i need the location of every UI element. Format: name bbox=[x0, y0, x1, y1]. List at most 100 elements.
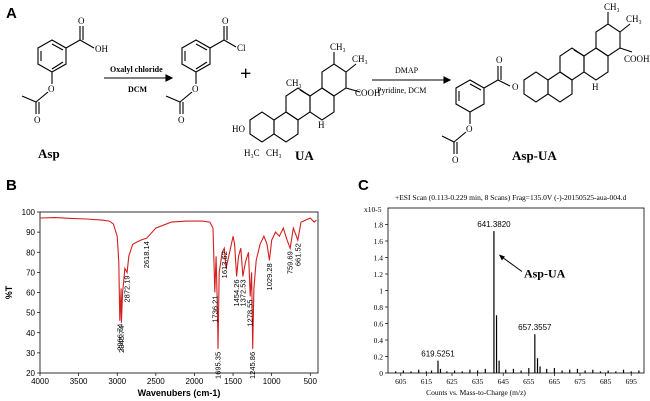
ir-peak-label: 2618.14 bbox=[142, 241, 151, 268]
ms-peak-annotation: 641.3820 bbox=[477, 220, 511, 229]
ms-x-tick-label: 685 bbox=[600, 377, 612, 386]
ir-y-tick-label: 60 bbox=[26, 289, 35, 298]
ms-plot-frame bbox=[387, 207, 645, 374]
acyl-cl-label: Cl bbox=[237, 43, 246, 53]
ms-y-axis-title: x10-5 bbox=[364, 205, 382, 214]
ir-peak-label: 1454.26 bbox=[232, 279, 241, 306]
ir-peak-label: 1372.53 bbox=[238, 279, 247, 306]
reaction-arrow-2 bbox=[372, 76, 452, 84]
ua-ch3-label-4: CH₃ bbox=[286, 78, 302, 88]
plus-sign: + bbox=[240, 63, 251, 85]
acyl-ester-o-label: O bbox=[192, 84, 199, 94]
asp-ua-structure bbox=[441, 12, 633, 154]
product-acetyl-o-label: O bbox=[466, 124, 473, 134]
ms-x-tick-label: 615 bbox=[421, 377, 433, 386]
product-ch3-label-1: CH₃ bbox=[604, 2, 620, 12]
ir-peak-label: 1736.21 bbox=[210, 296, 219, 323]
ir-x-tick-label: 3500 bbox=[70, 377, 88, 386]
acyl-chloride-structure bbox=[165, 26, 237, 114]
ir-peak-label: 1029.28 bbox=[265, 263, 274, 290]
ir-x-tick-label: 3000 bbox=[108, 377, 126, 386]
product-carbonyl-o-label: O bbox=[496, 55, 503, 65]
ms-y-tick-label: 1.6 bbox=[374, 237, 384, 246]
ua-structure bbox=[249, 52, 361, 143]
ms-arrow-head bbox=[498, 254, 505, 261]
ms-x-axis-title: Counts vs. Mass-to-Charge (m/z) bbox=[426, 388, 526, 397]
ms-y-tick-label: 0.8 bbox=[374, 303, 384, 312]
ir-peak-label: 1695.35 bbox=[213, 352, 222, 379]
ms-peak-annotation: 657.3557 bbox=[518, 323, 552, 332]
ir-y-tick-label: 40 bbox=[26, 329, 35, 338]
ms-x-tick-label: 635 bbox=[472, 377, 484, 386]
ua-h-label: H bbox=[318, 120, 325, 130]
ms-y-tick-label: 0.6 bbox=[374, 320, 384, 329]
compound-ua-label: UA bbox=[295, 148, 314, 163]
product-acetyl-co-label: O bbox=[452, 155, 459, 165]
ir-y-tick-label: 70 bbox=[26, 268, 35, 277]
ms-x-tick-label: 605 bbox=[395, 377, 407, 386]
product-cooh-label: COOH bbox=[624, 54, 650, 64]
acyl-o-label: O bbox=[222, 16, 229, 26]
ms-y-tick-label: 0.2 bbox=[374, 353, 384, 362]
ua-ch3-label-1: CH₃ bbox=[266, 148, 282, 158]
ir-peak-label: 2945.74 bbox=[117, 326, 126, 353]
ir-spectrum-line bbox=[39, 217, 317, 349]
compound-asp-label: Asp bbox=[38, 146, 60, 161]
ms-y-tick-label: 1 bbox=[379, 287, 383, 296]
ms-peak-annotation: 619.5251 bbox=[421, 350, 455, 359]
ir-y-tick-label: 50 bbox=[26, 309, 35, 318]
reaction-arrow-1 bbox=[104, 74, 174, 82]
ua-ch3-label-2: CH₃ bbox=[330, 42, 346, 52]
reagent-dmap: DMAP bbox=[395, 66, 419, 75]
acyl-carbonyl-o-label: O bbox=[178, 115, 185, 125]
ms-chart: +ESI Scan (0.113-0.229 min, 8 Scans) Fra… bbox=[364, 193, 645, 397]
ms-x-tick-label: 675 bbox=[574, 377, 586, 386]
ir-x-tick-label: 1500 bbox=[224, 377, 242, 386]
ir-chart: 20 30 40 50 60 70 80 90 100 4000 3500 3000 2500 2000 1… bbox=[4, 208, 319, 398]
ms-y-tick-label: 1.4 bbox=[374, 254, 384, 263]
ir-peak-label: 1245.86 bbox=[248, 352, 257, 379]
reagent-dcm: DCM bbox=[128, 85, 148, 94]
panel-letter-a: A bbox=[6, 5, 17, 22]
asp-ester-o-label: O bbox=[48, 84, 55, 94]
ms-arrow-label: Asp-UA bbox=[524, 267, 566, 281]
ua-cooh-label: COOH bbox=[355, 88, 381, 98]
ir-peak-label: 1278.55 bbox=[246, 300, 255, 327]
ua-ho-label: HO bbox=[232, 124, 245, 134]
ms-x-tick-label: 625 bbox=[446, 377, 458, 386]
reagent-pyridine-dcm: Pyridine, DCM bbox=[377, 86, 426, 95]
ms-title: +ESI Scan (0.113-0.229 min, 8 Scans) Fra… bbox=[395, 193, 627, 202]
reagent-oxalyl-chloride: Oxalyl chloride bbox=[110, 65, 163, 74]
ms-y-tick-label: 1.2 bbox=[374, 270, 384, 279]
ir-peak-label: 2966.74 bbox=[115, 324, 124, 351]
aspirin-structure bbox=[21, 26, 95, 114]
product-ester-o-label: O bbox=[512, 82, 519, 92]
ms-y-tick-label: 0 bbox=[379, 369, 383, 378]
ir-x-axis-title: Wavenubers (cm-1) bbox=[138, 388, 221, 398]
compound-product-label: Asp-UA bbox=[512, 148, 557, 163]
ir-x-tick-label: 500 bbox=[304, 377, 318, 386]
product-h-label: H bbox=[592, 82, 599, 92]
asp-o-label: O bbox=[78, 16, 85, 26]
ms-x-tick-label: 645 bbox=[498, 377, 510, 386]
ir-x-tick-label: 1000 bbox=[263, 377, 281, 386]
ms-x-tick-label: 695 bbox=[626, 377, 638, 386]
ir-peak-label: 759.69 bbox=[286, 251, 295, 274]
ir-y-tick-label: 90 bbox=[26, 228, 35, 237]
ms-y-tick-label: 1.8 bbox=[374, 221, 384, 230]
ir-peak-label: 1613.62 bbox=[220, 251, 229, 278]
ir-y-tick-label: 30 bbox=[26, 349, 35, 358]
ir-y-tick-label: 100 bbox=[22, 208, 36, 217]
ir-y-tick-label: 80 bbox=[26, 248, 35, 257]
ms-x-tick-label: 655 bbox=[523, 377, 535, 386]
ir-x-tick-label: 2500 bbox=[147, 377, 165, 386]
ir-y-axis-title: %T bbox=[4, 285, 14, 299]
panel-letter-b: B bbox=[6, 177, 17, 194]
ir-y-tick-label: 20 bbox=[26, 369, 35, 378]
ir-x-tick-label: 2000 bbox=[186, 377, 204, 386]
asp-carbonyl-o-label: O bbox=[34, 115, 41, 125]
ir-x-tick-label: 4000 bbox=[31, 377, 49, 386]
ir-plot-frame bbox=[39, 211, 319, 374]
ua-h3c-label: H₃C bbox=[244, 148, 260, 158]
